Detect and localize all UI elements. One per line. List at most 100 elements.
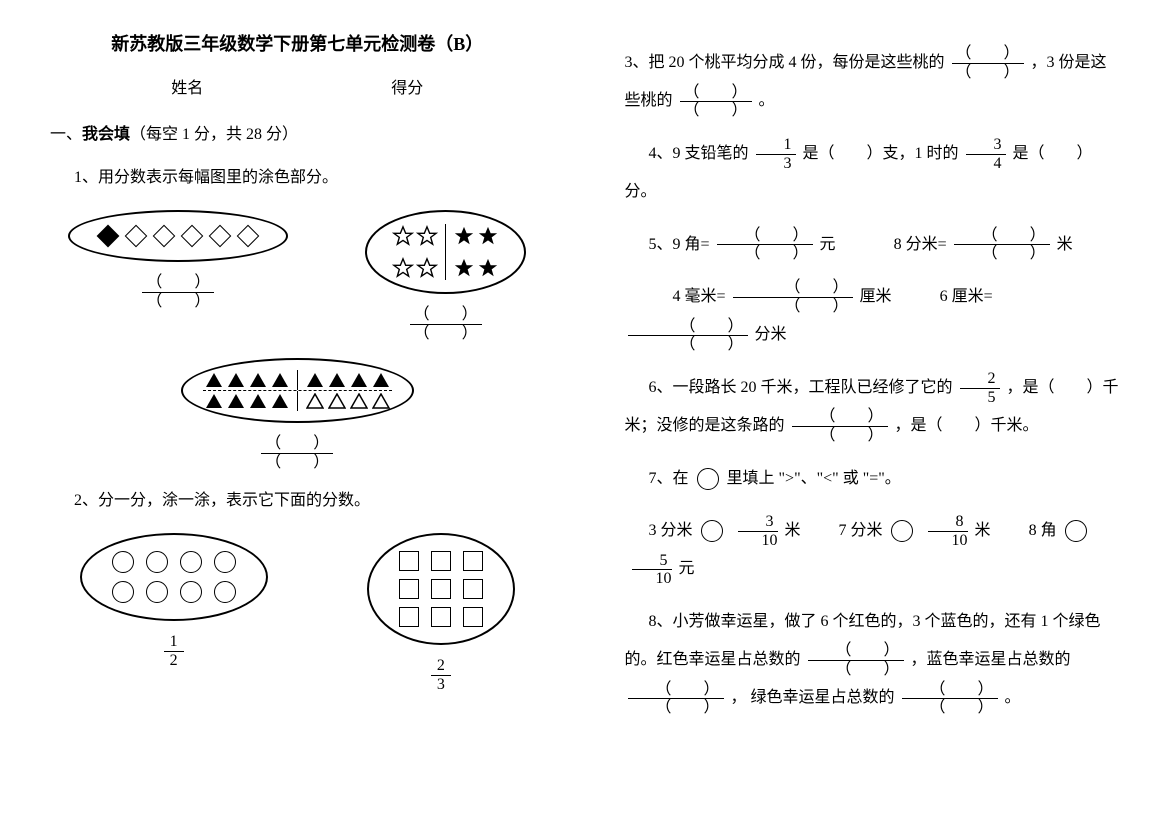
q2-figures: 1 2 [50,533,545,693]
triangle-icon [306,393,324,409]
blank-fraction[interactable]: （ ） （ ） [808,642,904,678]
fraction-denominator: （ ） [680,102,752,120]
blank-fraction[interactable]: （ ） （ ） [952,45,1024,81]
oval-squares [367,533,515,645]
q1-figures-row2: （ ） （ ） [50,358,545,471]
blank-fraction[interactable]: （ ） （ ） [680,84,752,120]
square-icon [431,551,451,571]
star-icon [392,257,414,279]
section-suffix: （每空 1 分，共 28 分） [130,126,298,143]
q5-b: 8 分米= [894,236,947,253]
fraction-numerator: 3 [966,136,1006,155]
q2-fig-squares: 2 3 [367,533,515,693]
q5-a: 5、9 角= [649,236,710,253]
section-1-heading: 一、我会填（每空 1 分，共 28 分） [50,120,545,144]
fraction-denominator: 2 [164,652,184,670]
fraction-numerator: 5 [632,552,672,571]
q5-d: 6 厘米= [940,288,993,305]
compare-blank[interactable] [891,520,913,542]
fraction-denominator: （ ） [733,298,853,316]
circle-blank-icon [697,468,719,490]
q4: 4、9 支铅笔的 1 3 是（ ）支，1 时的 3 4 是（ ）分。 [625,135,1120,212]
fraction-numerator: （ ） [902,681,998,700]
fraction-denominator: 3 [756,155,796,173]
triangle-icon [372,393,390,409]
q5-c: 4 毫米= [673,288,726,305]
triangle-icon [350,393,368,409]
q7-a: 3 分米 [649,522,693,539]
blank-fraction[interactable]: （ ） （ ） [954,227,1050,263]
q5-b-unit: 米 [1057,236,1073,253]
q7-text2: 里填上 ">"、"<" 或 "="。 [727,470,901,487]
star-group [391,224,500,280]
compare-blank[interactable] [1065,520,1087,542]
triangle-icon [271,372,289,388]
triangle-icon [350,372,368,388]
fraction-denominator: （ ） [717,245,813,263]
square-icon [463,579,483,599]
triangle-icon [227,372,245,388]
square-icon [431,579,451,599]
square-icon [399,579,419,599]
star-icon [453,225,475,247]
q3: 3、把 20 个桃平均分成 4 份，每份是这些桃的 （ ） （ ） ，3 份是这… [625,44,1120,121]
circle-icon [180,581,202,603]
triangle-icon [227,393,245,409]
blank-fraction[interactable]: （ ） （ ） [628,681,724,717]
triangle-icon [328,372,346,388]
q8-text-b: ，蓝色幸运星占总数的 [911,651,1071,668]
blank-fraction[interactable]: （ ） （ ） [261,435,333,471]
fraction-numerator: 3 [738,513,778,532]
fraction-denominator: （ ） [792,427,888,445]
q2-text: 2、分一分，涂一涂，表示它下面的分数。 [50,485,545,517]
blank-fraction[interactable]: （ ） （ ） [902,681,998,717]
fraction-denominator: （ ） [628,336,748,354]
blank-fraction[interactable]: （ ） （ ） [792,408,888,444]
triangle-icon [271,393,289,409]
blank-fraction[interactable]: （ ） （ ） [628,318,748,354]
diamond-icon [237,225,260,248]
fraction-numerator: （ ） [954,227,1050,246]
star-icon [416,225,438,247]
fraction-numerator: （ ） [952,45,1024,64]
q1-fig-diamonds: （ ） （ ） [68,210,288,342]
fraction-numerator: 1 [164,633,184,652]
star-icon [477,257,499,279]
triangle-icon [372,372,390,388]
q7-b-unit: 米 [975,522,991,539]
star-icon [477,225,499,247]
blank-fraction[interactable]: （ ） （ ） [733,279,853,315]
square-icon [463,607,483,627]
blank-fraction[interactable]: （ ） （ ） [142,274,214,310]
q1-fig-stars: （ ） （ ） [365,210,526,342]
fraction-denominator: 10 [734,532,782,550]
fraction-denominator: 10 [628,570,676,588]
square-icon [399,551,419,571]
q1-fig-triangles: （ ） （ ） [181,358,414,471]
circle-icon [214,581,236,603]
q3-text-c: 。 [759,92,775,109]
fraction-denominator: （ ） [808,661,904,679]
q5-a-unit: 元 [820,236,836,253]
fraction-numerator: （ ） [628,681,724,700]
vertical-divider [297,391,298,411]
diamond-icon [97,225,120,248]
name-score-line: 姓名 得分 [50,74,545,98]
blank-fraction[interactable]: （ ） （ ） [410,306,482,342]
triangle-icon [306,372,324,388]
diamond-icon [153,225,176,248]
fraction-denominator: 10 [924,532,972,550]
diamond-icon [125,225,148,248]
fraction-denominator: （ ） [954,245,1050,263]
fraction-numerator: 8 [928,513,968,532]
q8-text-c: ， 绿色幸运星占总数的 [731,689,899,706]
q7-b: 7 分米 [839,522,883,539]
fraction-denominator: （ ） [628,699,724,717]
circle-icon [112,581,134,603]
compare-blank[interactable] [701,520,723,542]
q6-text-a: 6、一段路长 20 千米，工程队已经修了它的 [649,379,953,396]
fraction-denominator: 4 [966,155,1006,173]
fraction-denominator: （ ） [952,64,1024,82]
blank-fraction[interactable]: （ ） （ ） [717,227,813,263]
q7-heading: 7、在 里填上 ">"、"<" 或 "="。 [625,460,1120,498]
